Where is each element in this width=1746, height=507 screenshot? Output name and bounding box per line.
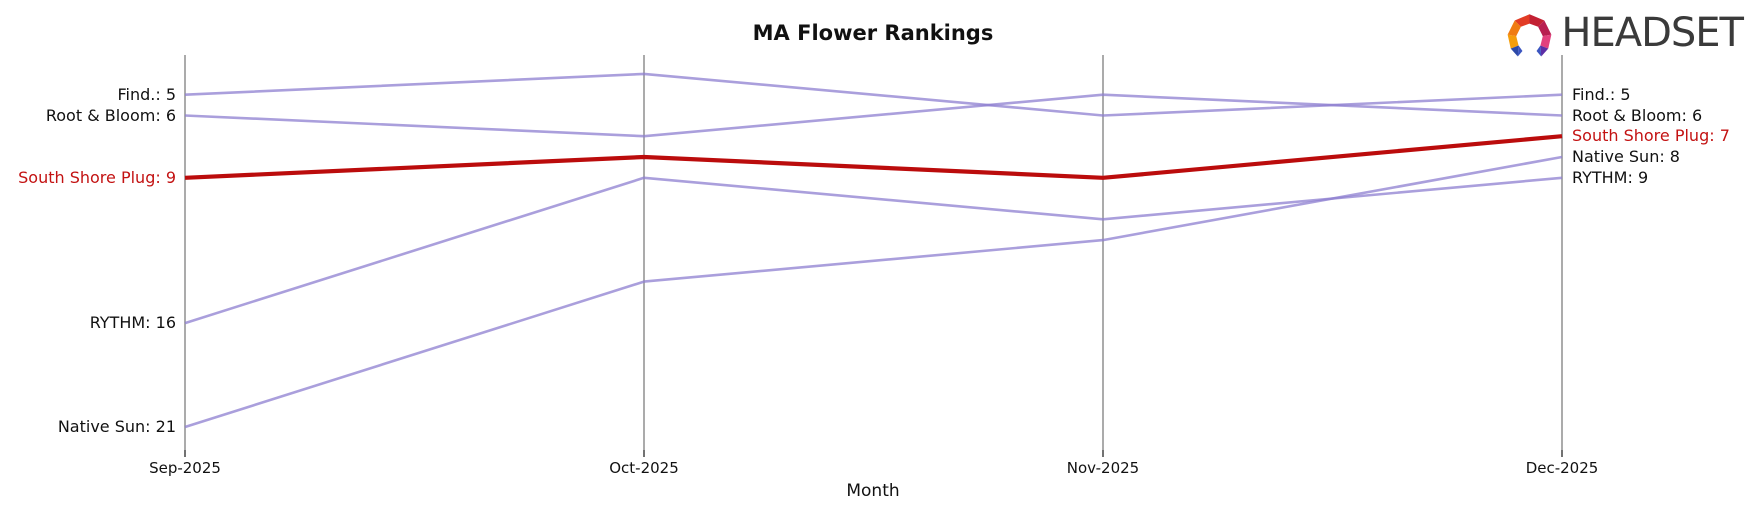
series-label-right-south-shore-plug: South Shore Plug: 7 <box>1572 126 1730 146</box>
series-line-native-sun <box>184 155 1563 429</box>
series-label-right-find-: Find.: 5 <box>1572 84 1631 104</box>
headset-logo-icon <box>1508 14 1552 57</box>
x-tick-label-Nov-2025: Nov-2025 <box>1066 459 1140 477</box>
x-tick-label-Dec-2025: Dec-2025 <box>1525 459 1599 477</box>
headset-logo: HEADSET <box>1503 8 1744 58</box>
x-axis-label: Month <box>846 481 900 501</box>
series-line-find- <box>184 72 1563 117</box>
series-label-left-south-shore-plug: South Shore Plug: 9 <box>18 167 176 187</box>
series-line-root-bloom <box>184 93 1563 138</box>
series-label-left-find-: Find.: 5 <box>117 84 176 104</box>
series-label-right-rythm: RYTHM: 9 <box>1572 167 1649 187</box>
chart-title: MA Flower Rankings <box>752 21 994 45</box>
series-label-left-root-bloom: Root & Bloom: 6 <box>45 105 176 125</box>
series-line-rythm <box>184 176 1563 325</box>
series-label-right-native-sun: Native Sun: 8 <box>1572 147 1680 166</box>
x-tick-label-Oct-2025: Oct-2025 <box>609 459 679 477</box>
x-tick-label-Sep-2025: Sep-2025 <box>149 459 221 477</box>
series-label-right-root-bloom: Root & Bloom: 6 <box>1572 105 1703 125</box>
series-line-south-shore-plug <box>184 134 1563 180</box>
series-label-left-rythm: RYTHM: 16 <box>89 313 176 333</box>
series-label-left-native-sun: Native Sun: 21 <box>57 417 176 436</box>
headset-logo-text: HEADSET <box>1561 10 1744 56</box>
